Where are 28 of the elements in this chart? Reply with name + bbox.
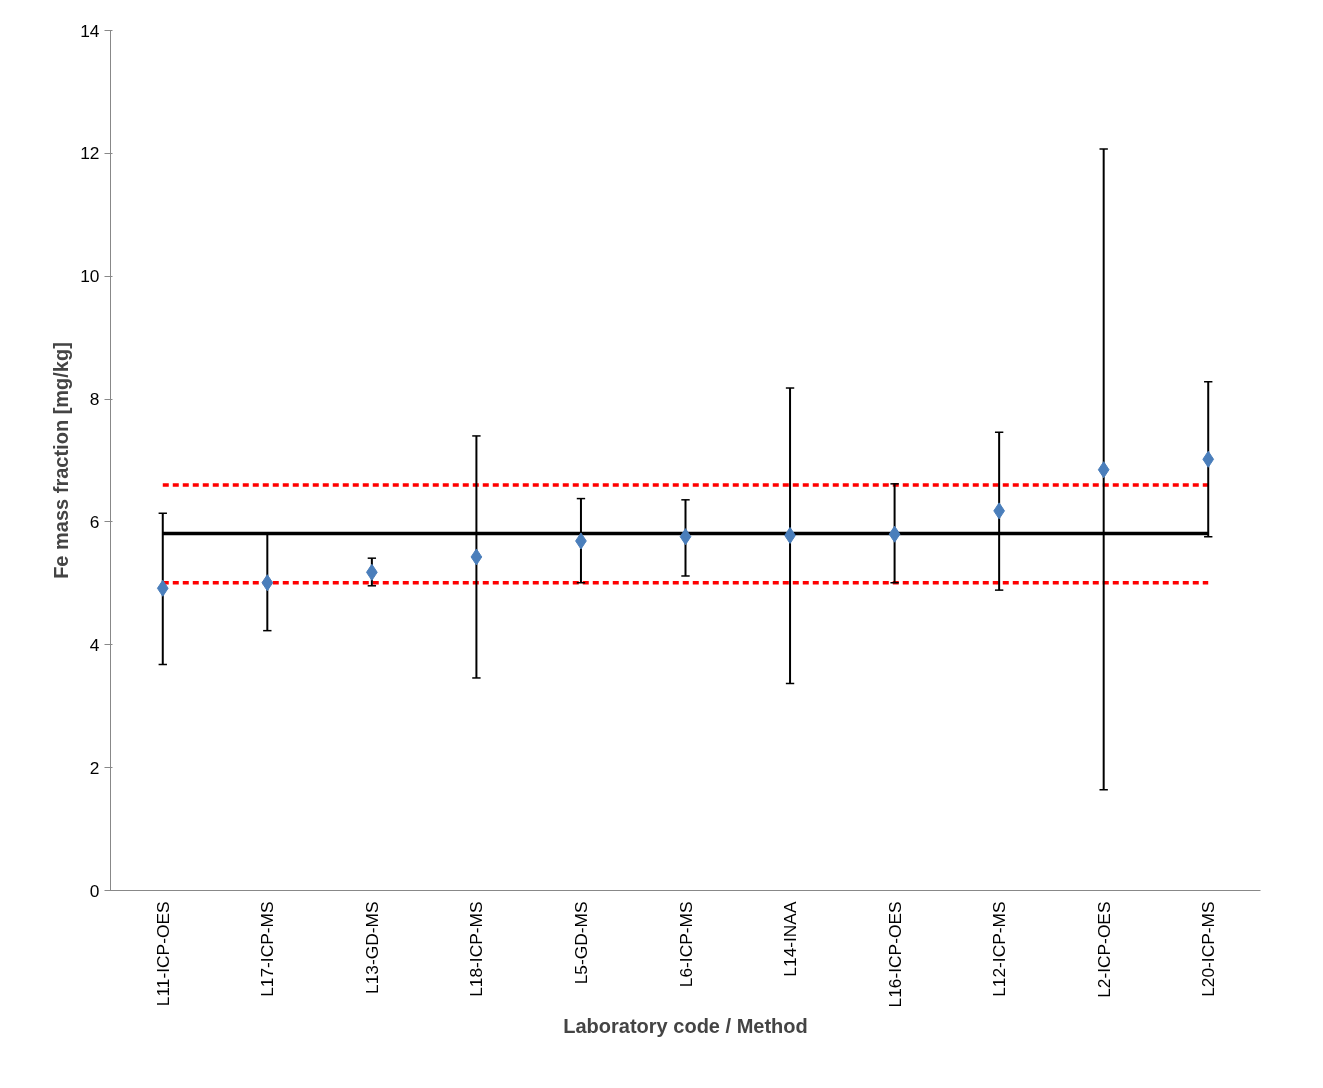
y-tick-label: 6 [89,511,100,532]
x-tick-label: L12-ICP-MS [989,901,1010,997]
point [470,548,483,566]
x-tick-label: L13-GD-MS [361,901,382,994]
point [1097,461,1110,479]
x-tick-label: L6-ICP-MS [675,901,696,988]
y-tick-label: 4 [89,634,100,655]
point [156,579,169,597]
x-tick-label: L5-GD-MS [570,901,591,985]
x-tick-label: L11-ICP-OES [152,901,173,1007]
x-tick-label: L20-ICP-MS [1198,901,1219,997]
point [1202,450,1215,468]
x-tick-label: L14-INAA [780,901,801,977]
point [888,525,901,543]
y-tick-label: 8 [89,389,100,410]
x-tick-label: L16-ICP-OES [884,901,905,1008]
y-axis-title: Fe mass fraction [mg/kg] [50,342,73,579]
y-tick-label: 12 [80,143,100,164]
x-tick-label: L17-ICP-MS [257,901,278,997]
y-tick-label: 0 [89,880,100,901]
x-tick-label: L2-ICP-OES [1093,901,1114,998]
point [261,574,274,592]
point [679,528,692,546]
x-axis-title: Laboratory code / Method [563,1015,808,1038]
y-tick-label: 14 [80,20,100,41]
x-tick-label: L18-ICP-MS [466,901,487,997]
y-tick-label: 2 [89,757,100,778]
y-tick-label: 10 [80,266,100,287]
